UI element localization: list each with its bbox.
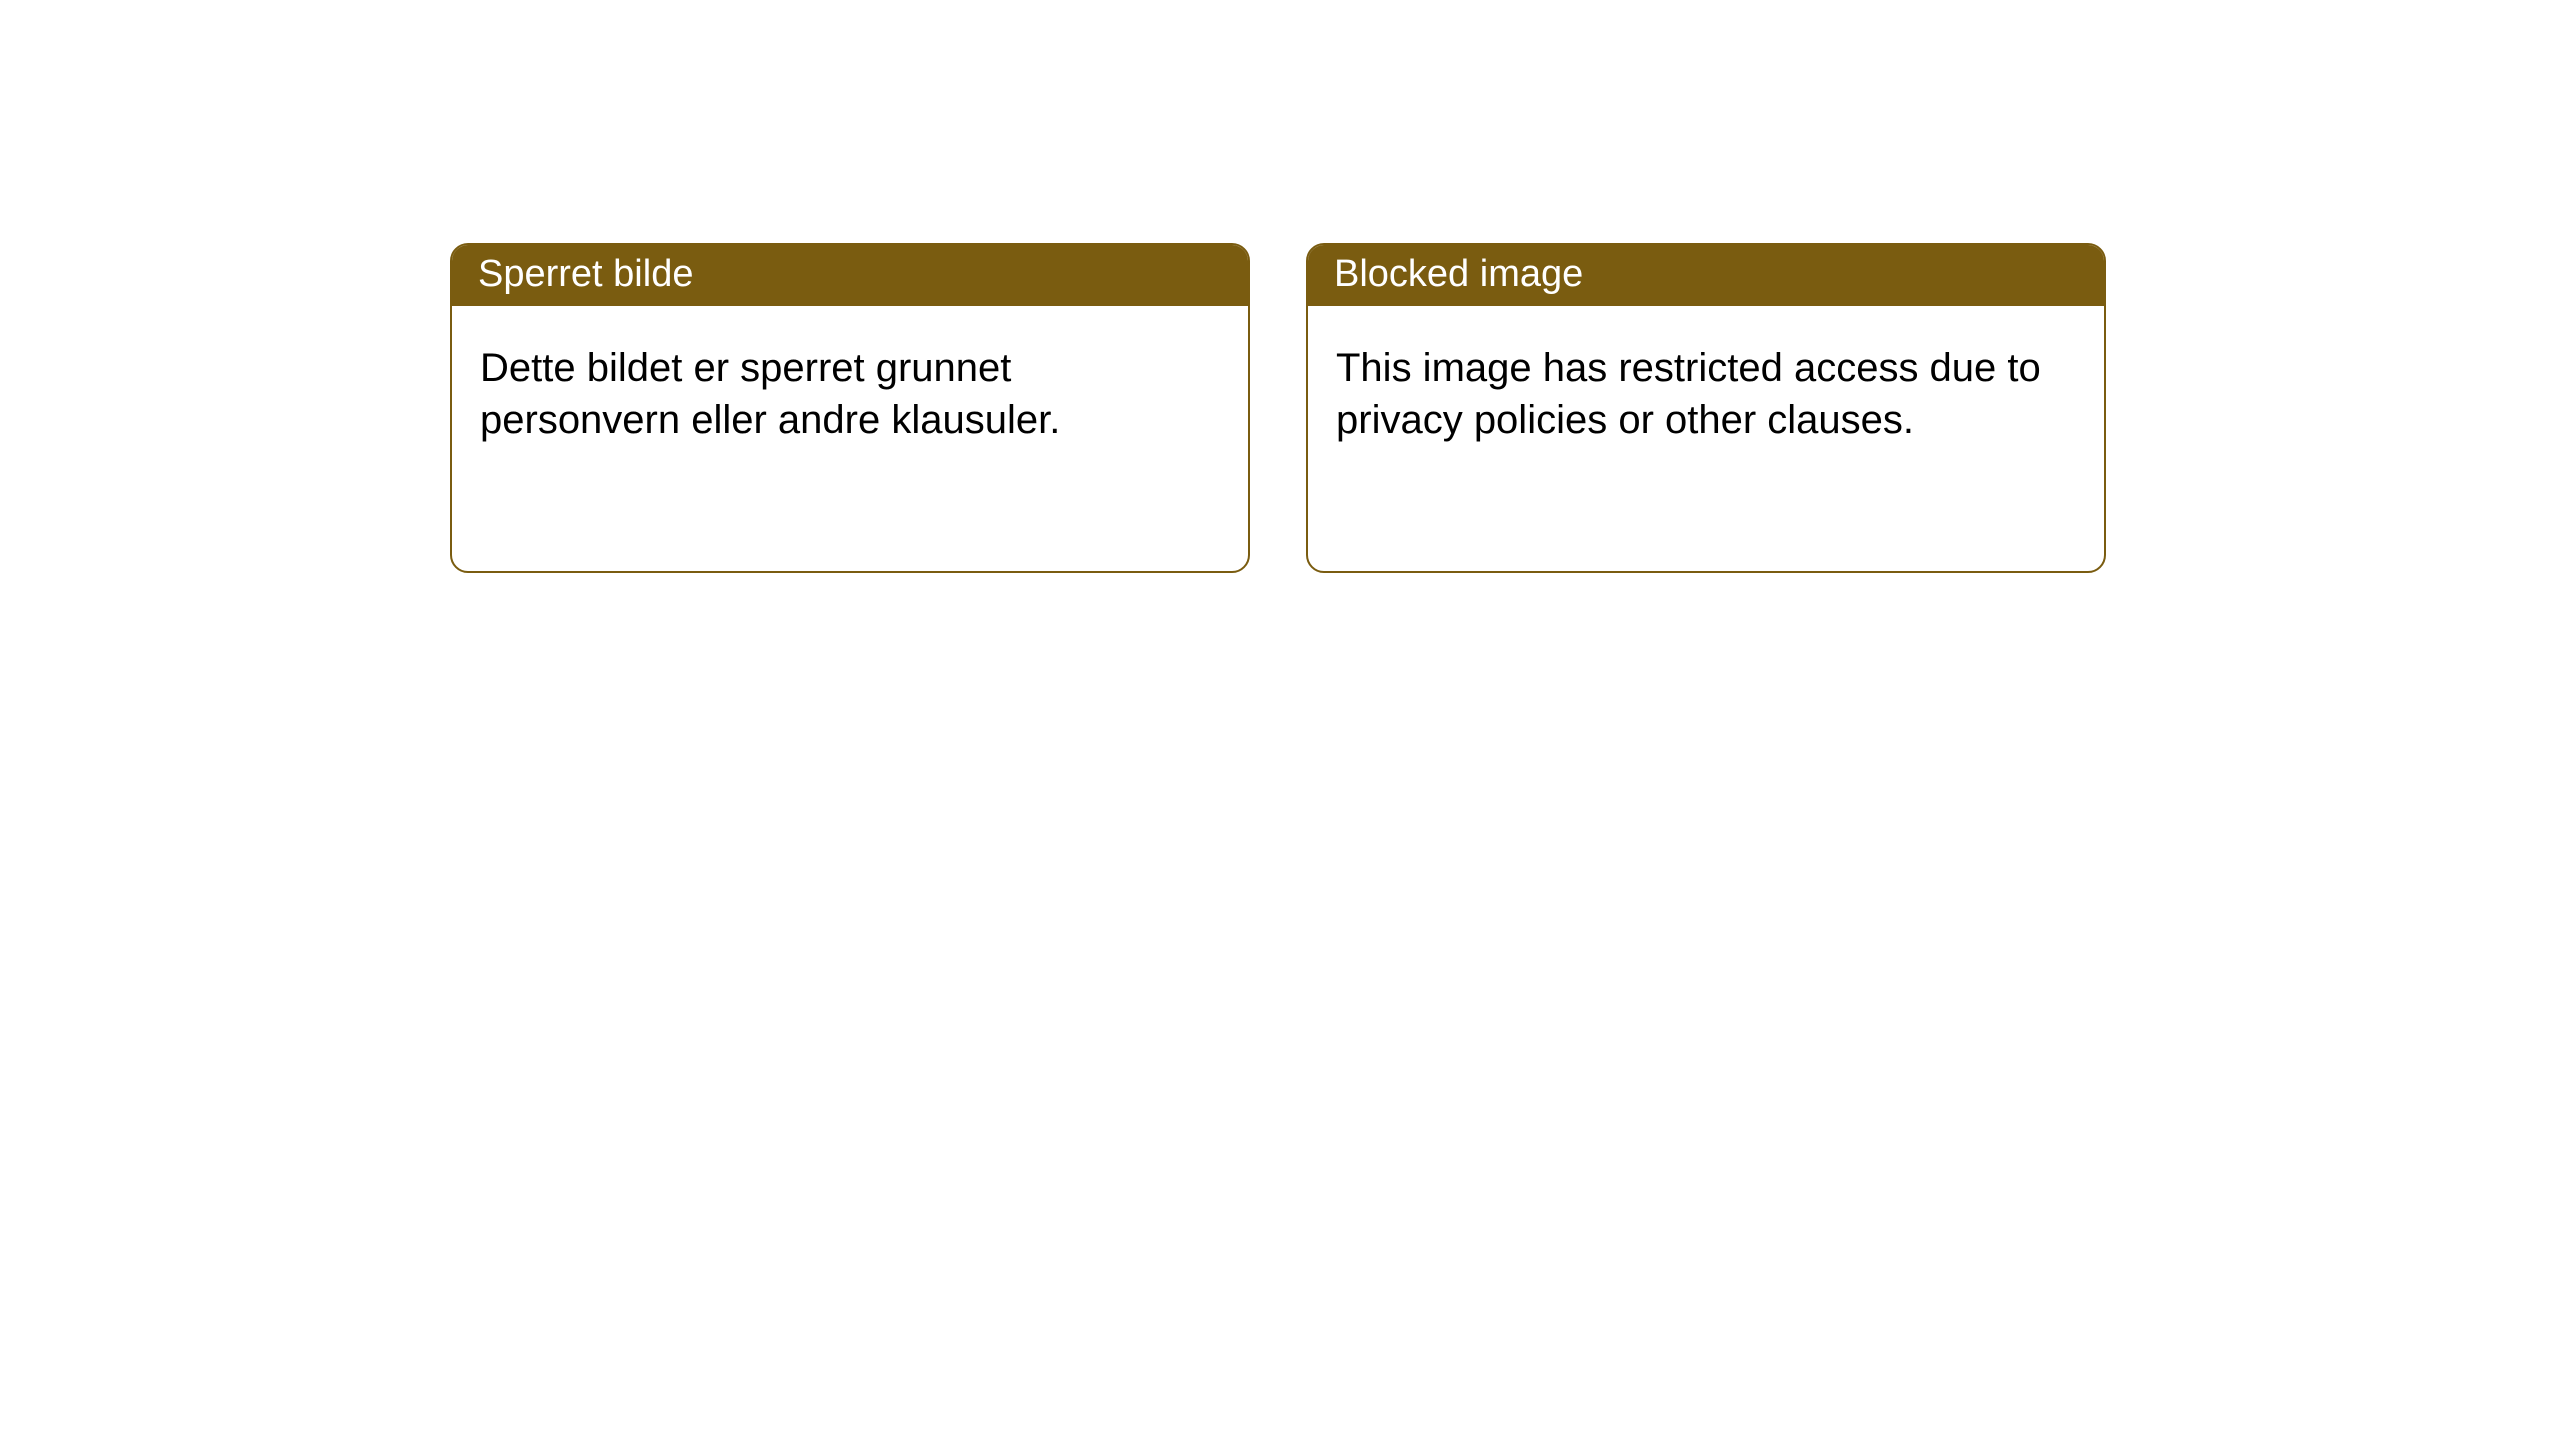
notice-card-english: Blocked image This image has restricted … <box>1306 243 2106 573</box>
notice-container: Sperret bilde Dette bildet er sperret gr… <box>0 0 2560 573</box>
notice-card-norwegian: Sperret bilde Dette bildet er sperret gr… <box>450 243 1250 573</box>
notice-header: Sperret bilde <box>452 245 1248 306</box>
notice-body: Dette bildet er sperret grunnet personve… <box>452 306 1248 482</box>
notice-header: Blocked image <box>1308 245 2104 306</box>
notice-body: This image has restricted access due to … <box>1308 306 2104 482</box>
